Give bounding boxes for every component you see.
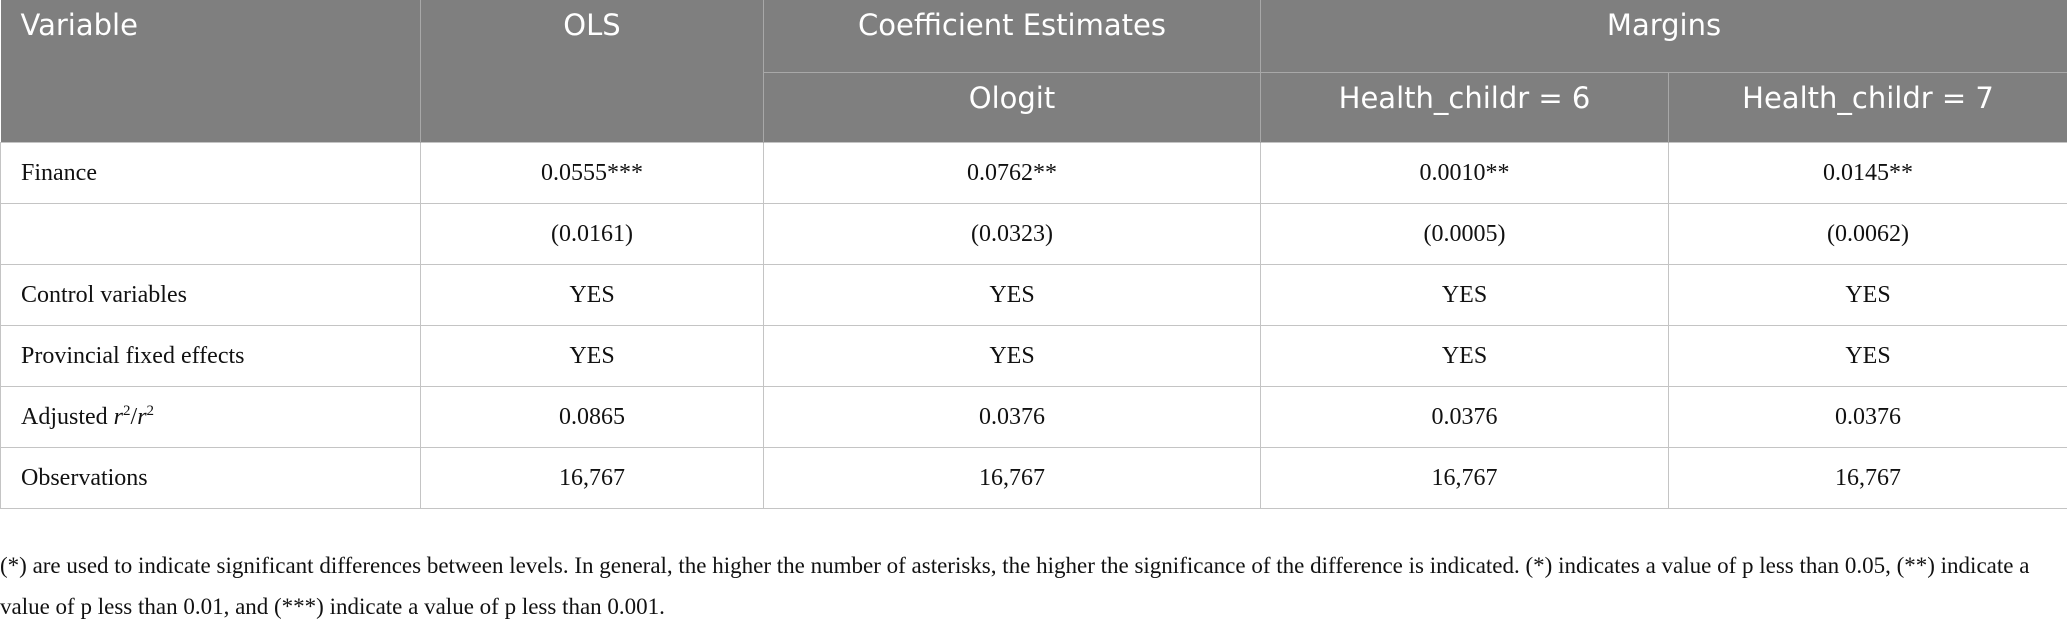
table-cell: YES	[1260, 325, 1669, 387]
table-cell: 0.0376	[1667, 386, 2067, 448]
superscript: 2	[123, 403, 131, 419]
table-cell: YES	[420, 325, 764, 387]
results-table: Variable OLS Coefficient Estimates Margi…	[0, 0, 2067, 509]
table-cell: 16,767	[1260, 447, 1669, 509]
header-cell: Margins	[1260, 0, 2067, 73]
header-cell: Coefficient Estimates	[763, 0, 1261, 73]
table-cell: 0.0555***	[420, 142, 764, 204]
table-cell: 0.0376	[763, 386, 1261, 448]
label-text: Observations	[21, 464, 148, 491]
table-cell: YES	[1667, 325, 2067, 387]
label-text: Finance	[21, 159, 97, 186]
header-cell: Ologit	[763, 72, 1261, 143]
row-label: Provincial fixed effects	[0, 325, 421, 387]
table-row: Adjusted r2/r2 0.0865 0.0376 0.0376 0.0376	[0, 386, 2067, 448]
table-row: Finance 0.0555*** 0.0762** 0.0010** 0.0145**	[0, 142, 2067, 204]
table-cell: (0.0161)	[420, 203, 764, 265]
table-cell: 16,767	[420, 447, 764, 509]
row-label: Adjusted r2/r2	[0, 386, 421, 448]
table-row: Control variables YES YES YES YES	[0, 264, 2067, 326]
table-cell: 16,767	[1667, 447, 2067, 509]
table-cell: YES	[1667, 264, 2067, 326]
table-cell: YES	[1260, 264, 1669, 326]
variable-symbol: r	[137, 404, 147, 430]
table-cell: 0.0762**	[763, 142, 1261, 204]
label-text: Provincial fixed effects	[21, 342, 245, 369]
header-cell: Variable	[0, 0, 421, 143]
table-body: Finance 0.0555*** 0.0762** 0.0010** 0.0145**…	[0, 142, 2067, 509]
header-cell: Health_childr = 6	[1260, 72, 1669, 143]
table-cell: 0.0376	[1260, 386, 1669, 448]
table-row: Observations 16,767 16,767 16,767 16,767	[0, 447, 2067, 509]
table-cell: 0.0010**	[1260, 142, 1669, 204]
table-row: (0.0161) (0.0323) (0.0005) (0.0062)	[0, 203, 2067, 265]
table-cell: (0.0005)	[1260, 203, 1669, 265]
table-cell: 0.0865	[420, 386, 764, 448]
table-cell: 16,767	[763, 447, 1261, 509]
row-label: Observations	[0, 447, 421, 509]
table-cell: 0.0145**	[1667, 142, 2067, 204]
table-cell: YES	[420, 264, 764, 326]
table-cell: (0.0323)	[763, 203, 1261, 265]
header-cell: Health_childr = 7	[1668, 72, 2067, 143]
superscript: 2	[146, 403, 155, 419]
variable-symbol: r	[113, 404, 124, 430]
row-label: Finance	[0, 142, 421, 204]
table-cell: YES	[763, 325, 1261, 387]
table-cell: YES	[763, 264, 1261, 326]
label-text: Adjusted	[21, 404, 114, 430]
table-cell: (0.0062)	[1667, 203, 2067, 265]
row-label: Control variables	[0, 264, 421, 326]
footnote: (*) are used to indicate significant dif…	[0, 553, 2030, 619]
label-text: /	[130, 404, 138, 430]
row-label	[0, 203, 421, 265]
label-text: Control variables	[21, 281, 187, 308]
header-cell: OLS	[420, 0, 764, 143]
table-row: Provincial fixed effects YES YES YES YES	[0, 325, 2067, 387]
